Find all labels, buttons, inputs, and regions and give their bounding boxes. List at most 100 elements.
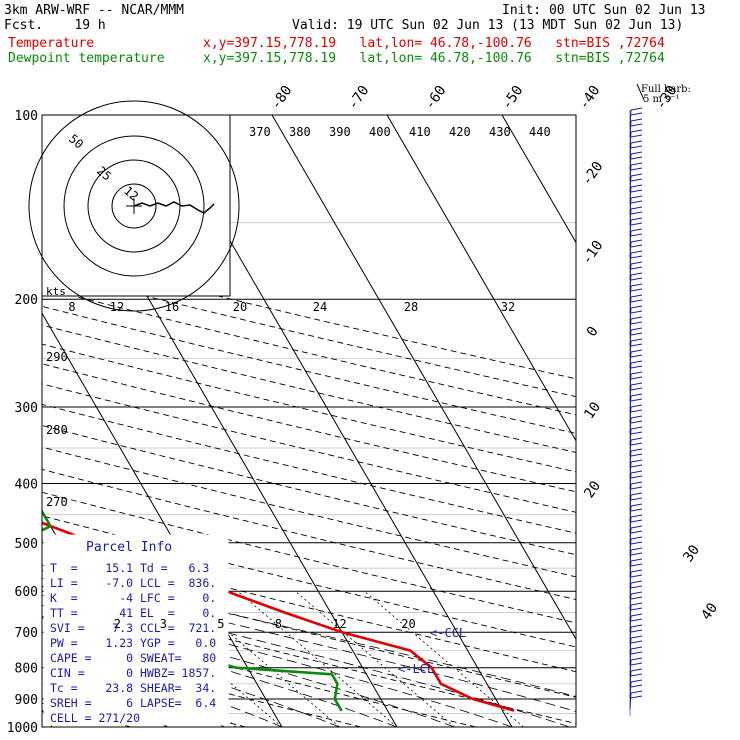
- wind-barb-flag: [630, 118, 643, 122]
- isotherm-line: [42, 312, 283, 727]
- dry-adiabat: [42, 324, 576, 453]
- parcel-info-row: T = 15.1 Td = 6.3: [50, 561, 210, 575]
- wind-barb-flag: [630, 371, 643, 375]
- wind-barb-flag: [630, 635, 643, 639]
- isotherm-tick-label: -20: [579, 159, 607, 189]
- isotherm-line: [271, 115, 576, 641]
- wind-barb-flag: [630, 354, 643, 358]
- level-marker: <-CCL: [430, 626, 466, 640]
- isotherm-line: [501, 115, 576, 244]
- wind-barb-flag: [630, 266, 643, 270]
- wind-barb-flag: [630, 184, 643, 188]
- isotherm-tick-label: -60: [422, 83, 450, 113]
- wind-barb-flag: [630, 497, 643, 501]
- wind-barb-flag: [630, 569, 643, 573]
- hodograph-ring: [28, 100, 240, 312]
- wind-barb-flag: [630, 211, 643, 215]
- isotherm-tick-label: -70: [345, 83, 373, 113]
- wind-barb-flag: [630, 162, 643, 166]
- wind-barb-flag: [630, 217, 643, 221]
- wind-barb-flag: [630, 151, 643, 155]
- temperature-point: [341, 631, 343, 633]
- temperature-point: [20, 514, 21, 515]
- wind-barb-flag: [630, 167, 643, 171]
- wind-barb-flag: [630, 574, 643, 578]
- wind-barb-flag: [630, 332, 643, 336]
- wind-barb-flag: [630, 547, 643, 551]
- theta-left-label: 280: [46, 423, 68, 437]
- temperature-point: [409, 649, 411, 652]
- dewpoint-point: [334, 698, 336, 700]
- wind-barb-flag: [630, 563, 643, 567]
- isotherm-tick-label: 0: [584, 324, 602, 340]
- wind-barb-flag: [630, 415, 643, 419]
- wind-barb-flag: [630, 244, 643, 248]
- pressure-tick-label: 900: [15, 693, 38, 708]
- dewpoint-point: [340, 709, 343, 712]
- wind-barb-flag: [630, 123, 643, 127]
- wind-barb-flag: [630, 662, 643, 666]
- moist-adiabat: [42, 604, 455, 727]
- theta-bottom-label: 32: [501, 300, 515, 314]
- wind-barb-flag: [630, 250, 643, 254]
- dry-adiabat: [42, 491, 576, 624]
- wind-barb-flag: [630, 222, 643, 226]
- wind-barb-flag: [630, 228, 643, 232]
- wind-barb-flag: [630, 464, 643, 468]
- wind-barb-flag: [630, 382, 643, 386]
- wind-barb-flag: [630, 145, 643, 149]
- wind-barb-flag: [630, 629, 643, 633]
- theta-left-label: 270: [46, 495, 68, 509]
- wind-barb-flag: [630, 343, 643, 347]
- dewpoint-point: [40, 508, 41, 509]
- theta-e-label: 410: [409, 125, 431, 139]
- dry-adiabat: [42, 269, 576, 398]
- dewpoint-point: [235, 667, 237, 669]
- temperature-point: [431, 667, 433, 669]
- hodograph-kts-label: kts: [46, 285, 66, 298]
- wind-barb-flag: [630, 470, 643, 474]
- isotherm-tick-label: -40: [576, 83, 604, 113]
- theta-bottom-label: 28: [404, 300, 418, 314]
- theta-bottom-label: 16: [165, 300, 179, 314]
- temperature-point: [283, 611, 286, 614]
- parcel-info-row: SREH = 6 LAPSE= 6.4: [50, 696, 217, 710]
- wind-barb-flag: [630, 558, 643, 562]
- wind-barb-flag: [630, 310, 643, 314]
- wind-barb-flag: [630, 398, 643, 402]
- wind-barb-flag: [630, 305, 643, 309]
- wind-barb-flag: [630, 134, 643, 138]
- pressure-tick-label: 400: [15, 477, 38, 492]
- model-title: 3km ARW-WRF -- NCAR/MMM: [4, 3, 185, 18]
- wind-barb-flag: [630, 613, 643, 617]
- theta-e-label: 380: [289, 125, 311, 139]
- theta-e-label: 390: [329, 125, 351, 139]
- wind-barb-flag: [630, 602, 643, 606]
- wind-barb-flag: [630, 624, 643, 628]
- wind-barb-flag: [630, 519, 643, 523]
- wind-barb-flag: [630, 239, 643, 243]
- temperature-location: x,y=397.15,778.19 lat,lon= 46.78,-100.76…: [203, 36, 665, 51]
- temperature-legend: Temperature: [8, 36, 95, 51]
- wind-barb-flag: [630, 288, 643, 292]
- wind-barb-flag: [630, 173, 643, 177]
- wind-barb-flag: [630, 294, 643, 298]
- wind-barb-flag: [630, 481, 643, 485]
- dry-adiabat: [42, 305, 576, 434]
- dewpoint-point: [19, 612, 20, 613]
- mixing-ratio-label: 12: [332, 617, 346, 631]
- pressure-tick-label: 700: [15, 626, 38, 641]
- parcel-info-row: TT = 41 EL = 0.: [50, 606, 217, 620]
- isotherm-tick-label: -10: [579, 238, 607, 268]
- theta-bottom-label: 24: [313, 300, 327, 314]
- moist-adiabat: [42, 627, 340, 727]
- wind-barb-flag: [630, 365, 643, 369]
- isotherm-tick-label: 20: [581, 478, 604, 501]
- wind-barb-flag: [630, 349, 643, 353]
- mixing-ratio-label: 5: [217, 617, 224, 631]
- temperature-point: [513, 709, 515, 712]
- parcel-info-row: CELL = 271/20: [50, 711, 141, 725]
- wind-barb-flag: [630, 178, 643, 182]
- theta-bottom-label: 20: [233, 300, 247, 314]
